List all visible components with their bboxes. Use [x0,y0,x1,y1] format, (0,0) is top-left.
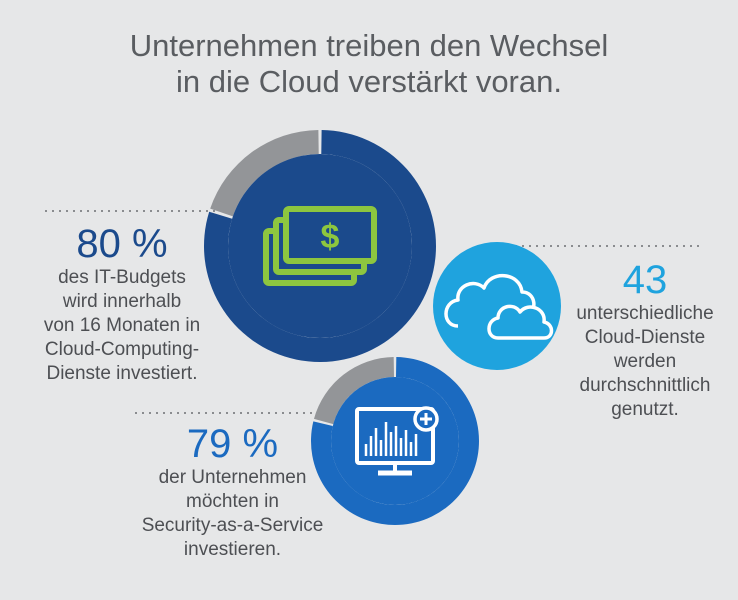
stat-cloud-line: durchschnittlich [579,375,711,396]
stat-budget-value: 80 % [76,222,168,266]
page-title: Unternehmen treiben den Wechsel in die C… [0,28,738,100]
stat-cloud-value: 43 [622,258,668,302]
stat-security-line: Security-as-a-Service [141,515,324,536]
money-icon: $ [263,206,377,286]
stat-security-line: investieren. [183,539,282,560]
stat-cloud-line: genutzt. [611,399,679,420]
donut-security-remaining-arc [313,357,394,425]
monitor-chart-icon [355,406,439,476]
stat-budget-line: wird innerhalb [62,291,182,312]
stat-security: 79 % der Unternehmen möchten in Security… [120,422,345,562]
stat-budget-line: von 16 Monaten in [43,315,201,336]
stat-budget-line: des IT-Budgets [58,267,186,288]
stat-cloud-line: werden [613,351,677,372]
title-line-2: in die Cloud verstärkt voran. [176,64,562,99]
donut-budget-remaining-arc [210,130,319,217]
stat-security-line: möchten in [186,491,279,512]
stat-cloud: 43 unterschiedliche Cloud-Dienste werden… [555,258,735,422]
title-line-1: Unternehmen treiben den Wechsel [129,28,609,63]
stat-budget: 80 % des IT-Budgets wird innerhalb von 1… [8,222,236,386]
stat-cloud-line: Cloud-Dienste [584,327,706,348]
stat-security-value: 79 % [186,422,279,466]
cloud-icon [444,273,554,340]
stat-cloud-line: unterschiedliche [576,303,714,324]
stat-security-line: der Unternehmen [158,467,307,488]
cloud-badge [433,242,561,370]
svg-text:$: $ [321,218,340,256]
stat-budget-line: Dienste investiert. [46,363,198,384]
stat-budget-line: Cloud-Computing- [44,339,200,360]
